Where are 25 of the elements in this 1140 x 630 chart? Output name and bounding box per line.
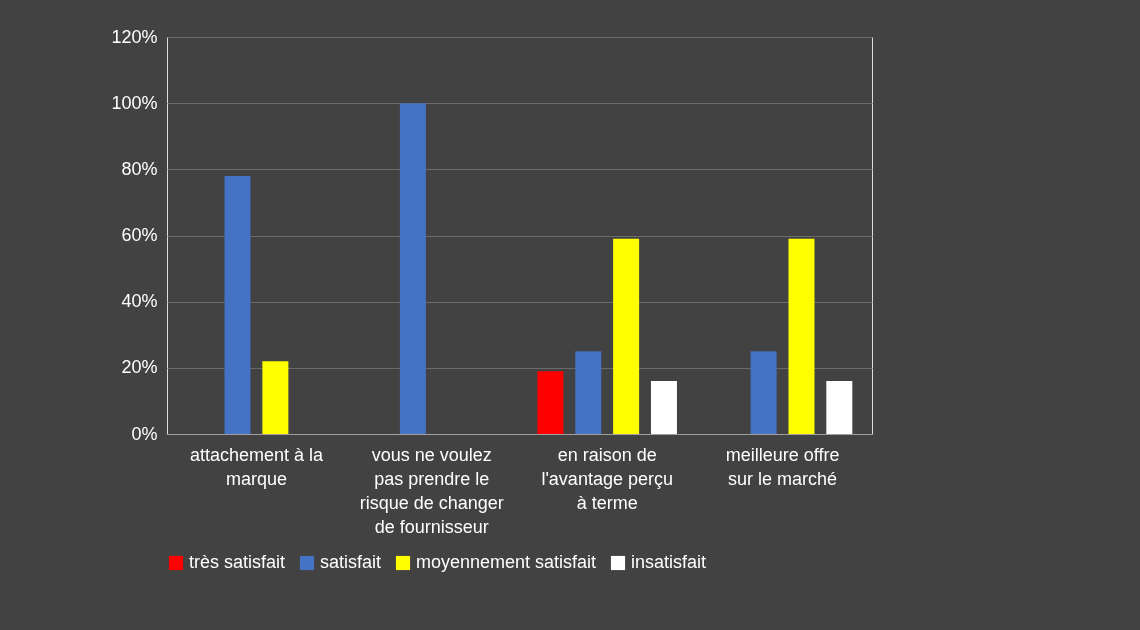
- bar: [826, 381, 853, 434]
- bar: [224, 175, 251, 434]
- y-tick-label: 80%: [121, 158, 158, 179]
- x-tick-label: vous ne voulez pas prendre le risque de changer de fournisseur: [359, 444, 504, 537]
- x-tick-label: attachement à la marque: [189, 444, 324, 489]
- bar: [399, 103, 426, 434]
- y-tick-label: 60%: [121, 225, 158, 245]
- legend-label: très satisfait: [189, 552, 286, 572]
- bar: [262, 361, 289, 434]
- bar: [613, 238, 640, 434]
- x-tick-label: meilleure offre sur le marché: [725, 444, 840, 489]
- y-tick-label: 20%: [121, 357, 158, 378]
- bar: [575, 351, 602, 434]
- legend-label: insatisfait: [631, 552, 707, 572]
- y-tick-label: 40%: [121, 291, 158, 312]
- bar: [537, 371, 564, 434]
- legend-label: satisfait: [320, 552, 382, 572]
- bar: [788, 238, 815, 434]
- bar: [750, 351, 777, 434]
- y-tick-label: 0%: [131, 423, 158, 444]
- y-tick-label: 120%: [111, 26, 158, 47]
- y-tick-label: 100%: [111, 92, 158, 113]
- bar: [650, 381, 677, 434]
- legend-label: moyennement satisfait: [416, 552, 597, 572]
- x-tick-label: en raison de l'avantage perçu à terme: [541, 444, 673, 513]
